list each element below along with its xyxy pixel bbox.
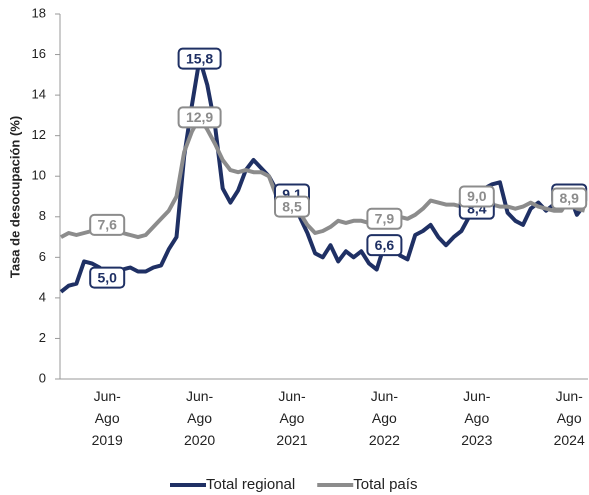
y-tick-label: 8 bbox=[39, 208, 46, 223]
value-label-box bbox=[89, 213, 126, 236]
value-label-box bbox=[89, 266, 126, 289]
value-label: 15,8 bbox=[177, 47, 222, 70]
x-tick-label: Jun-Ago 2023 bbox=[461, 388, 493, 448]
value-label: 12,9 bbox=[177, 106, 222, 129]
y-tick-label: 16 bbox=[32, 46, 46, 61]
y-tick-label: 2 bbox=[39, 330, 46, 345]
value-label-box bbox=[274, 195, 310, 218]
series-line bbox=[60, 115, 586, 240]
value-label-box bbox=[366, 207, 403, 230]
value-label-box bbox=[551, 187, 588, 210]
x-tick-label: Jun-Ago 2024 bbox=[553, 388, 585, 448]
legend-label: Total regional bbox=[206, 476, 295, 493]
value-label-text: 8,9 bbox=[559, 190, 579, 206]
y-tick-label: 12 bbox=[32, 127, 46, 142]
value-label-text: 9,0 bbox=[467, 188, 487, 204]
series-line bbox=[59, 56, 587, 294]
value-label-text: 12,9 bbox=[186, 109, 213, 125]
legend-label: Total país bbox=[353, 476, 417, 493]
y-tick-label: 14 bbox=[32, 87, 46, 102]
value-label: 7,9 bbox=[366, 207, 403, 230]
y-tick-label: 0 bbox=[39, 370, 46, 385]
x-tick-label: Jun-Ago 2022 bbox=[368, 388, 400, 448]
value-label: 6,6 bbox=[366, 234, 403, 257]
value-label-box bbox=[366, 234, 403, 257]
value-label: 8,9 bbox=[551, 187, 588, 210]
y-tick-label: 4 bbox=[39, 289, 46, 304]
value-label-text: 7,9 bbox=[375, 211, 395, 227]
y-tick-label: 10 bbox=[32, 168, 46, 183]
value-label: 9,0 bbox=[458, 185, 495, 208]
value-label-text: 15,8 bbox=[186, 50, 213, 66]
value-label-text: 8,5 bbox=[282, 198, 302, 214]
x-tick-label: Jun-Ago 2019 bbox=[91, 388, 123, 448]
value-label-text: 5,0 bbox=[97, 269, 117, 285]
y-tick-label: 18 bbox=[32, 5, 46, 20]
value-label-text: 6,6 bbox=[375, 237, 395, 253]
value-label: 5,0 bbox=[89, 266, 126, 289]
value-label-text: 7,6 bbox=[97, 217, 117, 233]
x-tick-label: Jun-Ago 2020 bbox=[184, 388, 216, 448]
value-label-box bbox=[177, 47, 222, 70]
value-label-box bbox=[458, 185, 495, 208]
value-label: 8,5 bbox=[274, 195, 310, 218]
y-tick-label: 6 bbox=[39, 249, 46, 264]
value-label: 7,6 bbox=[89, 213, 126, 236]
y-axis-title: Tasa de desocupación (%) bbox=[7, 116, 22, 278]
x-tick-label: Jun-Ago 2021 bbox=[276, 388, 308, 448]
value-label-box bbox=[177, 106, 222, 129]
